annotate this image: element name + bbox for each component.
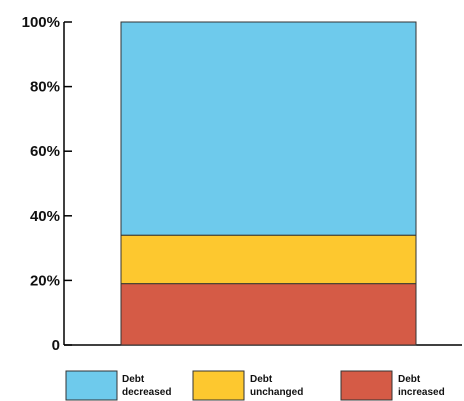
- legend-label-line1: Debt: [122, 374, 145, 385]
- legend-swatch: [340, 370, 393, 401]
- legend-item: Debt unchanged: [192, 370, 303, 401]
- bar-segment-debt-decreased: [120, 21, 417, 236]
- legend-label-line1: Debt: [398, 374, 421, 385]
- legend-item: Debt decreased: [65, 370, 171, 401]
- legend-item: Debt increased: [340, 370, 445, 401]
- legend: Debt decreased Debt unchanged Debt increased: [65, 370, 445, 401]
- y-tick-label: 40%: [30, 208, 60, 225]
- y-tick-label: 20%: [30, 272, 60, 289]
- bar-segments: [120, 21, 417, 346]
- y-tick-label: 100%: [22, 14, 60, 31]
- legend-label-line2: unchanged: [250, 387, 303, 398]
- y-tick-label: 80%: [30, 79, 60, 96]
- legend-label-line1: Debt: [250, 374, 273, 385]
- legend-swatch: [192, 370, 245, 401]
- bar-segment-debt-increased: [120, 283, 417, 346]
- y-tick-label: 0: [52, 337, 60, 354]
- y-axis: 0 20% 40% 60% 80% 100%: [22, 14, 462, 354]
- legend-label-line2: decreased: [122, 387, 171, 398]
- y-tick-label: 60%: [30, 143, 60, 160]
- legend-swatch: [65, 370, 118, 401]
- legend-label-line2: increased: [398, 387, 445, 398]
- bar-segment-debt-unchanged: [120, 234, 417, 285]
